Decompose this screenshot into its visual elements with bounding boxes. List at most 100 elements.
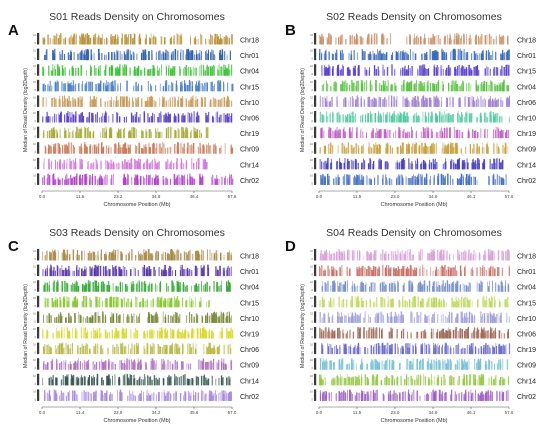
density-bar — [63, 160, 65, 170]
density-bar — [457, 179, 460, 185]
density-bar — [206, 281, 208, 292]
track-tick-label: 0 — [312, 119, 314, 123]
density-bar — [435, 50, 437, 61]
density-bar — [354, 39, 357, 45]
density-bar — [89, 38, 91, 45]
density-bar — [174, 96, 176, 107]
density-bar — [205, 332, 207, 339]
density-bar — [228, 252, 230, 261]
density-bar — [176, 33, 178, 45]
density-bar — [448, 83, 450, 92]
density-bar — [204, 393, 206, 401]
density-bar — [51, 38, 53, 45]
chromosome-label: Chr14 — [240, 378, 259, 385]
density-bar — [95, 280, 98, 292]
density-bar — [119, 129, 121, 139]
density-bar — [110, 317, 111, 323]
density-bar — [89, 317, 91, 323]
density-bar — [152, 315, 153, 323]
density-bar — [392, 116, 394, 123]
density-bar — [101, 52, 103, 61]
density-bar — [170, 301, 172, 308]
density-bar — [507, 85, 510, 92]
density-bar — [505, 280, 507, 292]
density-bar — [60, 158, 61, 170]
density-bar — [412, 115, 415, 123]
density-bar — [339, 36, 341, 45]
density-bar — [211, 252, 213, 261]
density-bar — [502, 144, 504, 154]
density-bar — [199, 301, 201, 308]
density-bar — [133, 70, 135, 76]
track-axis — [37, 142, 40, 154]
density-bar — [379, 97, 382, 107]
density-bar — [319, 159, 321, 170]
chromosome-label: Chr04 — [517, 84, 536, 91]
density-bar — [407, 83, 409, 92]
density-bar — [151, 161, 153, 170]
chromosome-label: Chr19 — [240, 131, 259, 138]
density-bar — [83, 295, 85, 308]
density-bar — [43, 162, 44, 170]
density-bar — [66, 98, 69, 107]
density-bar — [137, 67, 139, 76]
density-bar — [488, 176, 489, 185]
density-bar — [189, 249, 191, 261]
density-bar — [231, 329, 234, 339]
density-bar — [507, 97, 509, 107]
density-bar — [96, 37, 98, 45]
density-bar — [87, 363, 89, 370]
density-bar — [454, 85, 456, 92]
density-bar — [325, 145, 327, 154]
density-bar — [460, 50, 463, 61]
density-bar — [217, 99, 220, 107]
density-bar — [329, 33, 331, 45]
density-bar — [326, 83, 329, 92]
density-bar — [500, 99, 502, 107]
density-bar — [97, 179, 99, 185]
density-bar — [126, 374, 128, 386]
density-bar — [109, 361, 111, 370]
density-bar — [371, 147, 373, 154]
density-bar — [364, 267, 366, 277]
density-bar — [370, 114, 372, 123]
density-bar — [207, 348, 209, 355]
density-bar — [492, 267, 494, 277]
density-bar — [159, 50, 161, 61]
density-bar — [151, 283, 153, 292]
density-bar — [505, 132, 507, 139]
density-bar — [177, 100, 178, 107]
density-bar — [439, 38, 441, 45]
density-bar — [377, 131, 379, 139]
density-bar — [437, 178, 440, 185]
density-bar — [67, 178, 69, 185]
density-bar — [230, 174, 231, 185]
density-bar — [125, 54, 127, 61]
density-bar — [187, 142, 189, 154]
density-bar — [108, 377, 110, 386]
density-bar — [205, 126, 207, 139]
chromosome-label: Chr15 — [240, 84, 259, 91]
density-bar — [141, 54, 142, 61]
density-bar — [418, 116, 420, 123]
density-bar — [175, 83, 177, 92]
density-bar — [219, 265, 221, 277]
density-bar — [454, 143, 457, 154]
density-bar — [427, 130, 429, 139]
density-bar — [208, 112, 210, 123]
density-bar — [197, 158, 199, 170]
density-bar — [456, 129, 459, 139]
density-bar — [80, 99, 82, 107]
density-bar — [95, 96, 98, 107]
density-bar — [81, 174, 84, 185]
density-bar — [340, 251, 342, 261]
density-bar — [164, 264, 166, 277]
density-bar — [48, 389, 50, 401]
density-bar — [145, 128, 147, 139]
density-bar — [62, 270, 64, 277]
density-bar — [126, 96, 129, 107]
density-bar — [122, 375, 124, 386]
density-bar — [140, 85, 143, 92]
density-bar — [189, 379, 191, 386]
density-bar — [131, 176, 133, 185]
